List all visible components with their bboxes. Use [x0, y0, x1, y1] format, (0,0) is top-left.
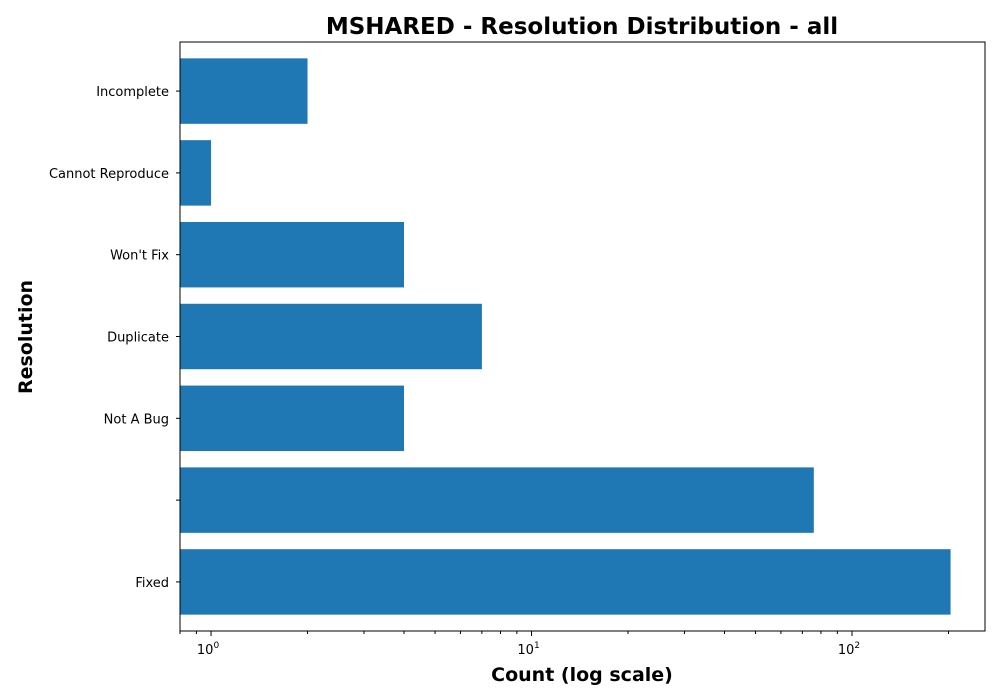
y-ticks-group: Fixed Not A Bug Duplicate Won't Fix Cannot R… — [49, 85, 180, 591]
bar — [180, 221, 405, 288]
bar — [180, 58, 308, 124]
plot-frame — [179, 41, 986, 632]
x-tick-label: 102 — [838, 641, 860, 658]
chart-title: MSHARED - Resolution Distribution - all — [326, 14, 838, 40]
x-ticks-group: 100 101 102 — [179, 631, 949, 658]
y-tick-label: Cannot Reproduce — [49, 167, 169, 182]
y-tick-label: Incomplete — [96, 85, 169, 100]
y-axis-label: Resolution — [15, 280, 37, 394]
bar — [180, 549, 951, 615]
x-tick-label: 101 — [517, 641, 539, 658]
x-tick-label: 100 — [197, 641, 220, 658]
bars-group — [180, 58, 951, 615]
y-tick-label: Not A Bug — [104, 412, 169, 427]
bar — [180, 140, 212, 206]
x-axis-label: Count (log scale) — [491, 664, 673, 686]
y-tick-label: Duplicate — [107, 331, 169, 346]
y-tick-label: Won't Fix — [110, 249, 169, 264]
y-tick-label: Fixed — [135, 576, 169, 591]
bar — [180, 467, 814, 533]
bar — [180, 303, 482, 370]
bar — [180, 385, 405, 452]
